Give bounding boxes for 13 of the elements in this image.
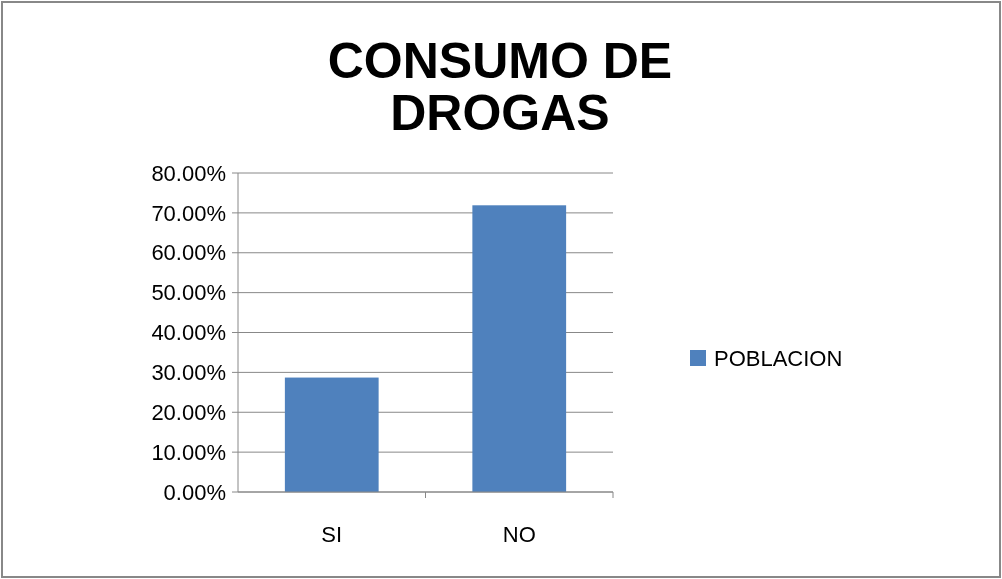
y-tick-label: 50.00% (151, 280, 226, 306)
y-tick-label: 60.00% (151, 240, 226, 266)
x-tick-label: SI (321, 522, 343, 547)
y-tick-label: 80.00% (151, 160, 226, 186)
legend-label: POBLACION (714, 345, 843, 371)
y-tick-label: 40.00% (151, 320, 226, 346)
y-tick-label: 0.00% (163, 479, 226, 505)
y-tick-label: 70.00% (151, 200, 226, 226)
y-tick-label: 20.00% (151, 399, 226, 425)
y-tick-label: 30.00% (151, 360, 226, 386)
y-tick-label: 10.00% (151, 439, 226, 465)
chart-title: CONSUMO DE DROGAS (327, 33, 673, 141)
x-tick-label: NO (502, 522, 536, 547)
